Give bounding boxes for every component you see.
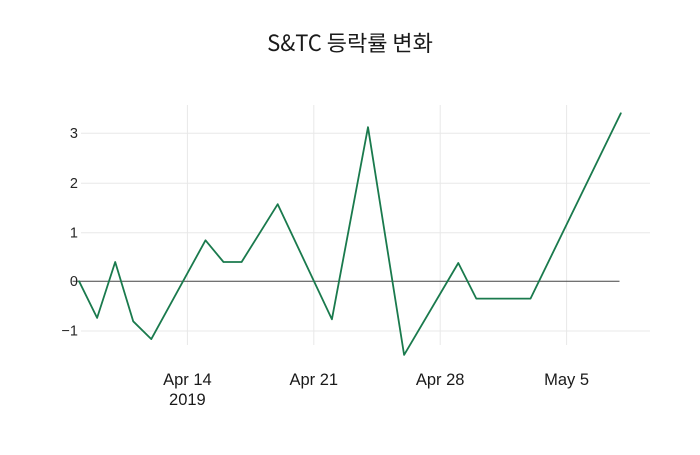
- svg-text:Apr 21: Apr 21: [289, 371, 338, 389]
- svg-text:Apr 28: Apr 28: [416, 371, 465, 389]
- svg-text:1: 1: [70, 226, 78, 242]
- svg-text:−1: −1: [61, 324, 78, 340]
- svg-text:May 5: May 5: [544, 371, 589, 389]
- svg-text:Apr 14: Apr 14: [163, 371, 212, 389]
- svg-text:0: 0: [70, 274, 78, 290]
- svg-text:2019: 2019: [169, 391, 206, 409]
- svg-text:2: 2: [70, 176, 78, 192]
- svg-text:3: 3: [70, 126, 78, 142]
